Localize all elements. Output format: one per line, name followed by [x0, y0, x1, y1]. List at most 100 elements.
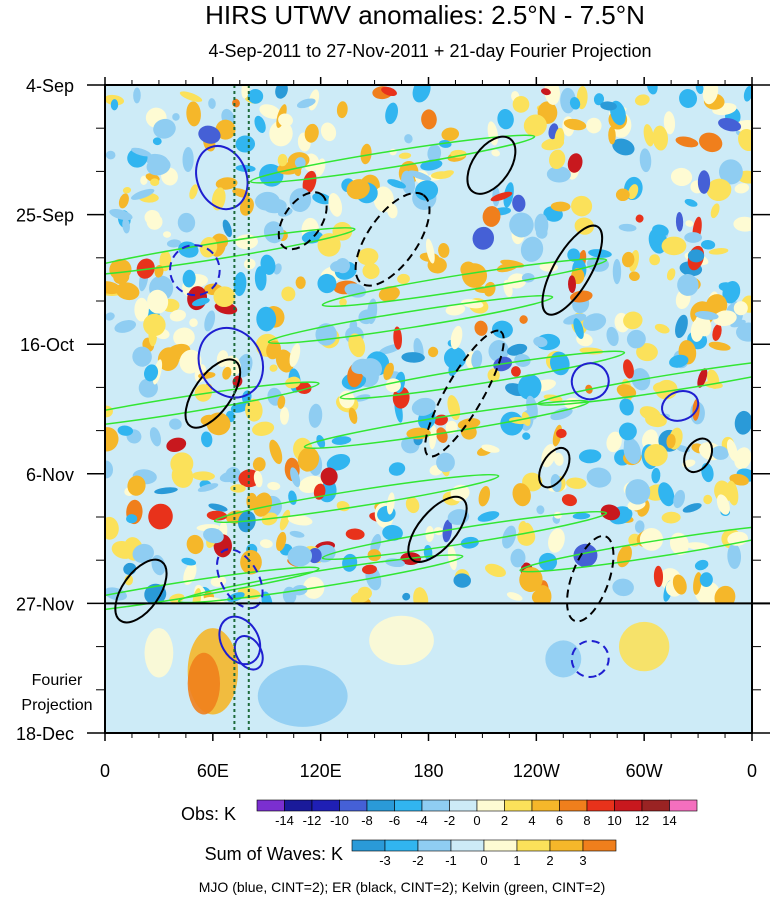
er-contour	[277, 191, 328, 251]
anomaly-cell	[197, 483, 219, 492]
anomaly-cell	[287, 514, 313, 526]
anomaly-cell	[677, 274, 699, 296]
anomaly-cell	[277, 153, 288, 167]
anomaly-cell	[669, 354, 689, 368]
anomaly-cell	[393, 326, 403, 350]
anomaly-cell	[127, 475, 146, 496]
anomaly-cell	[436, 452, 455, 473]
anomaly-cell	[510, 548, 526, 568]
er-contour	[538, 446, 571, 489]
anomaly-cell	[733, 301, 748, 316]
anomaly-cell	[567, 153, 583, 173]
anomaly-cell	[511, 366, 521, 377]
anomaly-cell	[447, 395, 461, 421]
anomaly-cell	[553, 452, 564, 466]
mjo-contour	[195, 145, 249, 211]
anomaly-cell	[269, 364, 278, 372]
waves-colorbar-label: Sum of Waves: K	[205, 844, 343, 864]
anomaly-cell	[411, 397, 436, 416]
obs-colorbar-level-label: -8	[361, 813, 373, 828]
anomaly-cell	[132, 543, 154, 563]
obs-colorbar-level-label: 0	[473, 813, 480, 828]
anomaly-cell	[183, 562, 197, 585]
obs-colorbar-level-label: 10	[607, 813, 621, 828]
anomaly-cell	[381, 86, 397, 97]
anomaly-cell	[388, 462, 406, 476]
y-tick-label: 27-Nov	[16, 594, 74, 614]
anomaly-cell	[672, 574, 687, 595]
anomaly-cell	[478, 486, 491, 507]
anomaly-cell	[567, 248, 581, 262]
anomaly-cell	[316, 435, 326, 449]
anomaly-cell	[114, 320, 137, 333]
anomaly-cell	[699, 132, 723, 153]
anomaly-cell	[144, 364, 159, 382]
anomaly-cell	[336, 101, 348, 119]
y-tick-label: 16-Oct	[20, 335, 74, 355]
anomaly-cell	[215, 119, 236, 140]
waves-colorbar-level-label: 2	[546, 853, 553, 868]
anomaly-cell	[487, 121, 499, 146]
anomaly-cell	[512, 96, 530, 113]
anomaly-cell	[348, 407, 358, 424]
obs-colorbar-swatch	[669, 799, 698, 812]
anomaly-cell	[726, 480, 739, 506]
anomaly-cell	[206, 510, 228, 521]
er-contour	[683, 437, 714, 474]
anomaly-cell	[474, 320, 488, 336]
anomaly-cell	[144, 209, 161, 225]
anomaly-cell	[358, 309, 375, 325]
anomaly-cell	[736, 322, 752, 342]
anomaly-cell	[386, 492, 395, 515]
anomaly-cell	[600, 504, 621, 521]
anomaly-cell	[572, 512, 591, 520]
anomaly-cell	[694, 559, 709, 571]
anomaly-cell	[686, 542, 710, 551]
obs-colorbar-level-label: 2	[501, 813, 508, 828]
anomaly-cell	[287, 545, 313, 567]
anomaly-cell	[507, 343, 528, 356]
anomaly-cell	[571, 195, 593, 217]
anomaly-cell	[124, 574, 134, 586]
kelvin-contour	[105, 381, 320, 431]
anomaly-cell	[639, 528, 664, 551]
anomaly-cell	[523, 114, 547, 137]
anomaly-cell	[267, 481, 281, 491]
obs-colorbar-level-label: -2	[444, 813, 456, 828]
anomaly-cell	[208, 98, 216, 109]
anomaly-cell	[554, 127, 565, 149]
anomaly-cell	[658, 482, 675, 507]
anomaly-cell	[302, 170, 317, 194]
projection-anomaly	[144, 628, 174, 678]
anomaly-cell	[727, 543, 742, 570]
obs-colorbar-swatch	[559, 799, 588, 812]
anomaly-cell	[548, 528, 565, 553]
anomaly-cell	[320, 122, 337, 142]
anomaly-cell	[182, 269, 196, 288]
anomaly-cell	[362, 564, 377, 575]
anomaly-cell	[147, 289, 169, 314]
kelvin-contour	[321, 510, 608, 561]
anomaly-cell	[131, 147, 152, 157]
obs-colorbar-swatch	[531, 799, 560, 812]
anomaly-cell	[253, 470, 263, 488]
er-contour	[184, 358, 242, 429]
kelvin-contour	[105, 566, 320, 616]
anomaly-cell	[477, 511, 500, 522]
kelvin-contour	[267, 294, 554, 345]
obs-colorbar-level-label: 6	[556, 813, 563, 828]
obs-colorbar-swatch	[504, 799, 533, 812]
anomaly-cell	[472, 226, 495, 250]
anomaly-cell	[573, 318, 584, 339]
obs-colorbar-swatch	[641, 799, 670, 812]
anomaly-cell	[644, 443, 668, 467]
anomaly-cell	[317, 273, 337, 294]
anomaly-cell	[122, 187, 132, 194]
er-contour	[466, 135, 517, 195]
anomaly-cell	[290, 467, 301, 488]
anomaly-cell	[401, 352, 425, 363]
anomaly-cell	[213, 286, 236, 308]
obs-colorbar-swatch	[614, 799, 643, 812]
obs-colorbar-level-label: -6	[389, 813, 401, 828]
